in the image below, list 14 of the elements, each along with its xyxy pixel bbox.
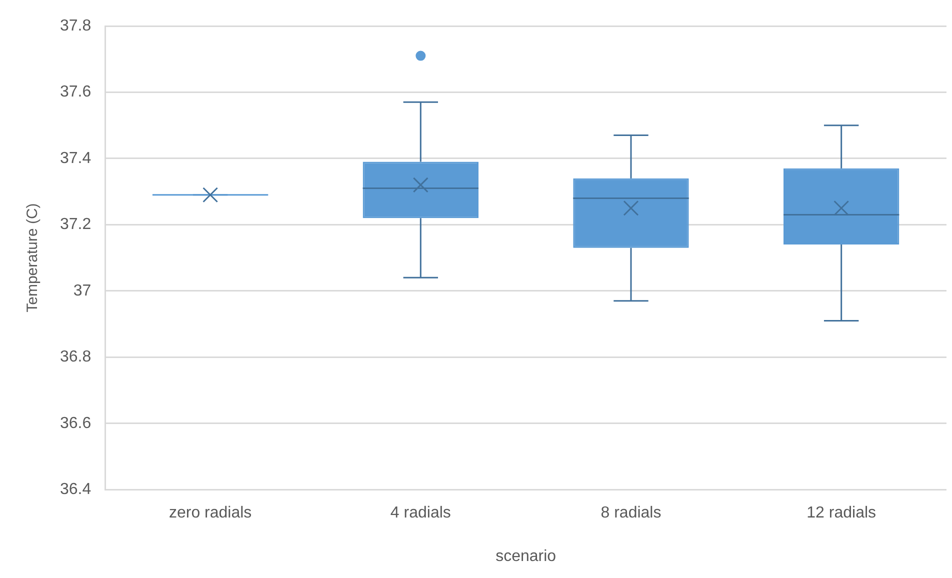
x-tick-label: 8 radials: [600, 504, 662, 522]
y-tick-label: 37: [73, 282, 92, 300]
y-axis-title: Temperature (C): [24, 203, 42, 312]
x-tick-label: zero radials: [168, 504, 252, 522]
y-tick-label: 37.6: [60, 84, 92, 101]
y-tick-label: 37.4: [60, 150, 92, 167]
y-tick-label: 37.8: [60, 17, 92, 34]
y-tick-label: 36.4: [60, 481, 92, 498]
y-tick-label: 37.2: [60, 216, 92, 234]
x-axis-title: scenario: [496, 548, 556, 565]
x-tick-label: 4 radials: [390, 504, 451, 522]
y-tick-label: 36.8: [60, 348, 92, 366]
y-tick-label: 36.6: [60, 414, 92, 432]
x-tick-label: 12 radials: [806, 504, 876, 522]
